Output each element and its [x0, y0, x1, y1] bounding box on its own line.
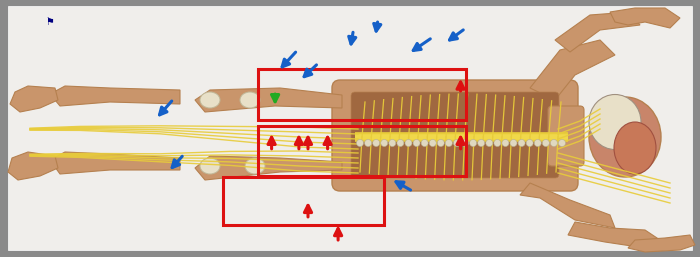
Circle shape	[550, 140, 557, 146]
Polygon shape	[628, 235, 695, 252]
Circle shape	[534, 140, 541, 146]
Ellipse shape	[589, 95, 641, 150]
Polygon shape	[610, 8, 680, 28]
Circle shape	[494, 140, 501, 146]
Polygon shape	[568, 222, 660, 248]
Ellipse shape	[200, 158, 220, 174]
Circle shape	[397, 140, 404, 146]
Circle shape	[438, 140, 444, 146]
Circle shape	[461, 140, 468, 146]
Circle shape	[470, 140, 477, 146]
Polygon shape	[10, 86, 58, 112]
Polygon shape	[8, 152, 58, 180]
Text: ⚑: ⚑	[46, 17, 55, 27]
Polygon shape	[530, 40, 615, 100]
Polygon shape	[555, 12, 640, 52]
Bar	[223, 177, 384, 225]
Circle shape	[486, 140, 493, 146]
Circle shape	[454, 140, 461, 146]
Polygon shape	[195, 88, 342, 112]
Ellipse shape	[614, 122, 656, 174]
Circle shape	[542, 140, 550, 146]
Circle shape	[445, 140, 452, 146]
Circle shape	[510, 140, 517, 146]
Ellipse shape	[200, 92, 220, 108]
Circle shape	[356, 140, 363, 146]
FancyBboxPatch shape	[548, 106, 584, 166]
Bar	[258, 126, 466, 176]
FancyBboxPatch shape	[351, 92, 559, 178]
Polygon shape	[520, 183, 615, 228]
Circle shape	[372, 140, 379, 146]
FancyBboxPatch shape	[332, 80, 578, 191]
Ellipse shape	[240, 92, 260, 108]
Ellipse shape	[245, 158, 265, 174]
Ellipse shape	[589, 97, 661, 177]
Circle shape	[413, 140, 420, 146]
Circle shape	[405, 140, 412, 146]
Bar	[258, 69, 466, 120]
Circle shape	[477, 140, 484, 146]
Circle shape	[518, 140, 525, 146]
Circle shape	[559, 140, 566, 146]
Polygon shape	[50, 86, 180, 106]
Circle shape	[502, 140, 509, 146]
Circle shape	[526, 140, 533, 146]
Circle shape	[365, 140, 372, 146]
Circle shape	[421, 140, 428, 146]
Circle shape	[389, 140, 396, 146]
Polygon shape	[195, 156, 342, 180]
Circle shape	[429, 140, 436, 146]
Polygon shape	[50, 152, 180, 174]
Circle shape	[381, 140, 388, 146]
